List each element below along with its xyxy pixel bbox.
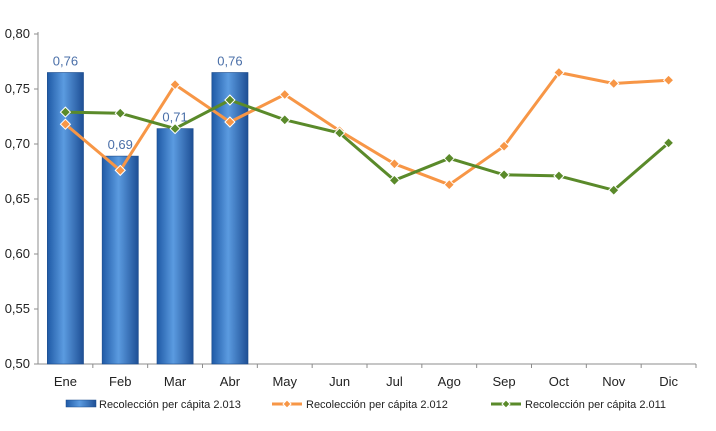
x-tick-label: Ene <box>54 374 77 389</box>
x-tick-label: Jul <box>386 374 403 389</box>
series-line <box>64 71 669 187</box>
series-point <box>169 122 181 135</box>
series-point <box>224 116 236 128</box>
x-tick-label: Abr <box>220 374 241 389</box>
series-point <box>388 174 401 187</box>
series-point <box>498 140 510 152</box>
series-point <box>553 170 565 182</box>
legend-label: Recolección per cápita 2.012 <box>306 399 448 411</box>
series-point <box>114 164 126 177</box>
line-series <box>59 66 675 196</box>
series-point <box>169 78 181 91</box>
series-point <box>224 94 236 106</box>
series-point <box>279 88 291 101</box>
bar-data-label: 0,69 <box>108 137 133 152</box>
legend-swatch-marker <box>282 399 292 409</box>
series-point <box>608 184 620 196</box>
series-point <box>443 178 455 191</box>
series-point <box>662 137 675 149</box>
y-tick-label: 0,80 <box>5 26 30 41</box>
y-tick-label: 0,50 <box>5 356 30 371</box>
x-tick-label: Ago <box>438 374 461 389</box>
y-tick-label: 0,60 <box>5 246 30 261</box>
x-tick-label: Nov <box>602 374 626 389</box>
y-tick-label: 0,55 <box>5 301 30 316</box>
series-point <box>498 169 510 181</box>
bar <box>156 128 194 365</box>
x-tick-label: Feb <box>109 374 131 389</box>
data-labels: 0,76 0,69 0,71 0,76 <box>53 54 243 153</box>
bar <box>101 155 139 365</box>
axes: 0,50 0,55 0,60 0,65 0,70 0,75 0,80 Ene Feb Mar Abr… <box>5 26 697 389</box>
y-tick-label: 0,65 <box>5 191 30 206</box>
y-tick-label: 0,75 <box>5 81 30 96</box>
series-line-group <box>59 66 675 191</box>
series-point <box>59 106 72 118</box>
bar-data-label: 0,76 <box>217 54 242 69</box>
y-tick-label: 0,70 <box>5 136 30 151</box>
series-point <box>333 127 346 139</box>
x-tick-label: Jun <box>329 374 350 389</box>
series-point <box>443 152 455 165</box>
series-point <box>662 74 675 86</box>
series-point <box>553 66 565 79</box>
series-point <box>114 107 126 119</box>
legend-label: Recolección per cápita 2.013 <box>99 399 241 411</box>
bar-data-label: 0,76 <box>53 54 78 69</box>
legend-label: Recolección per cápita 2.011 <box>525 399 666 411</box>
series-point <box>279 114 291 126</box>
bar-series <box>47 72 249 365</box>
legend: Recolección per cápita 2.013 Recolección … <box>65 399 666 411</box>
series-point <box>59 118 72 130</box>
x-tick-label: Mar <box>164 374 187 389</box>
legend-swatch-marker <box>501 399 511 409</box>
bar-data-label: 0,71 <box>162 110 187 125</box>
x-tick-label: May <box>272 374 297 389</box>
series-line-group <box>59 94 675 196</box>
x-tick-label: Dic <box>659 374 678 389</box>
x-tick-label: Oct <box>549 374 570 389</box>
series-point <box>388 158 401 170</box>
legend-swatch-bar <box>65 399 97 408</box>
series-point <box>608 77 620 90</box>
series-line <box>65 98 670 192</box>
x-tick-label: Sep <box>493 374 516 389</box>
